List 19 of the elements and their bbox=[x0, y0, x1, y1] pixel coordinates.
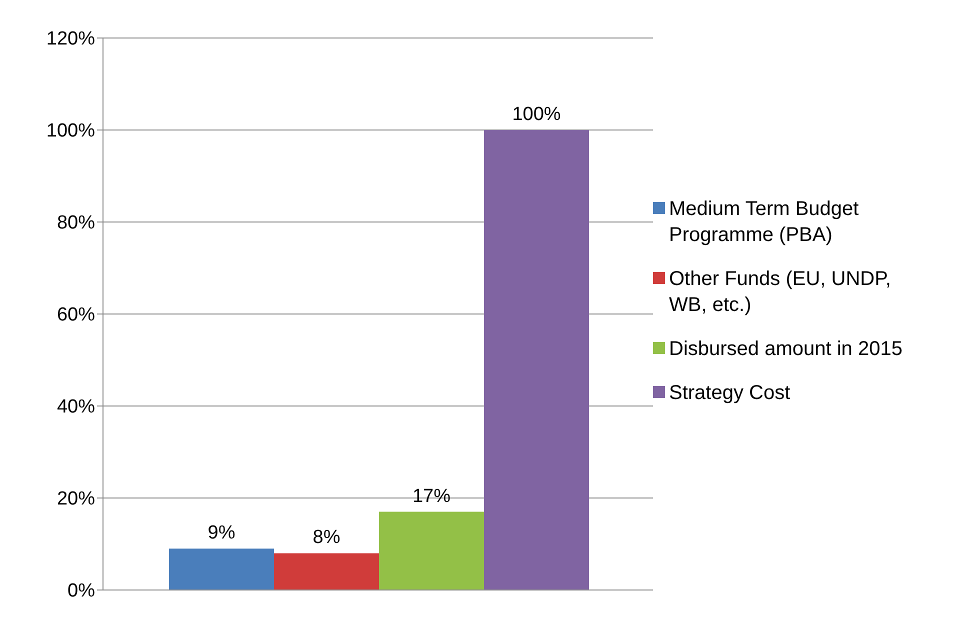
bar bbox=[274, 553, 379, 590]
y-tick-label: 60% bbox=[56, 304, 96, 326]
legend-label: Disbursed amount in 2015 bbox=[669, 337, 902, 362]
legend-label: Medium Term Budget Programme (PBA) bbox=[669, 197, 860, 248]
data-label: 17% bbox=[412, 486, 451, 507]
data-label: 9% bbox=[208, 522, 236, 544]
bar bbox=[484, 130, 589, 590]
y-tick-label: 20% bbox=[56, 488, 96, 510]
y-tick-label: 80% bbox=[56, 212, 96, 234]
y-tick-label: 120% bbox=[46, 28, 96, 50]
bar bbox=[169, 548, 274, 590]
legend-label: Other Funds (EU, UNDP, WB, etc.) bbox=[669, 267, 892, 318]
bar bbox=[379, 512, 484, 590]
y-tick-label: 40% bbox=[56, 396, 96, 418]
y-tick-label: 0% bbox=[68, 580, 96, 602]
data-label: 8% bbox=[312, 527, 340, 548]
data-label: 100% bbox=[512, 104, 561, 125]
legend-label: Strategy Cost bbox=[669, 381, 790, 406]
y-tick-label: 100% bbox=[46, 120, 96, 142]
